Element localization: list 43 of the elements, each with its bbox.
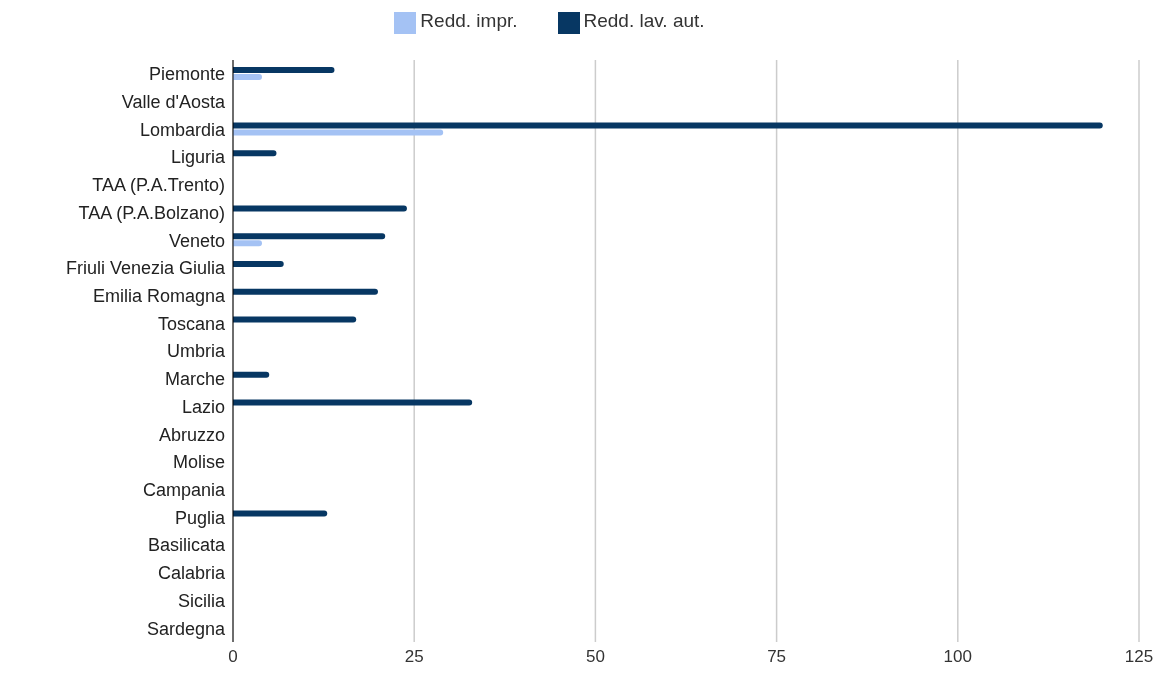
x-tick-label: 75	[767, 647, 787, 667]
bar	[233, 150, 277, 157]
bar	[233, 233, 386, 240]
y-tick-label: Sardegna	[146, 618, 226, 639]
x-tick-label: 0	[228, 647, 238, 667]
bar	[233, 288, 378, 295]
y-tick-label: Veneto	[168, 230, 225, 251]
y-tick-label: Abruzzo	[158, 424, 225, 445]
y-tick-label: Friuli Venezia Giulia	[65, 258, 226, 279]
y-tick-label: Basilicata	[147, 535, 226, 556]
y-tick-label: Liguria	[170, 147, 226, 168]
y-tick-label: Marche	[164, 369, 225, 390]
legend-label: Redd. lav. aut.	[583, 10, 705, 31]
y-tick-label: Toscana	[157, 313, 226, 334]
x-tick-label: 100	[943, 647, 972, 667]
bar	[233, 74, 262, 80]
y-tick-label: Umbria	[166, 341, 226, 362]
y-tick-label: TAA (P.A.Bolzano)	[78, 202, 225, 223]
y-tick-label: Puglia	[174, 507, 226, 528]
y-tick-label: Piemonte	[148, 64, 225, 85]
bar	[233, 371, 270, 378]
bar	[233, 129, 444, 136]
bar	[233, 122, 1103, 129]
x-tick-label: 50	[585, 647, 605, 667]
y-tick-label: Campania	[142, 479, 226, 500]
y-tick-label: Valle d'Aosta	[121, 91, 226, 112]
y-tick-label: Lazio	[181, 396, 225, 417]
y-tick-label: Calabria	[157, 563, 226, 584]
y-tick-label: Lombardia	[139, 119, 226, 140]
x-tick-label: 25	[404, 647, 424, 667]
bar	[233, 240, 262, 247]
x-tick-label: 125	[1124, 647, 1154, 667]
bar	[233, 261, 284, 267]
bar	[233, 205, 407, 212]
y-tick-label: Sicilia	[177, 590, 226, 611]
bar	[233, 316, 357, 323]
y-tick-label: Molise	[172, 452, 225, 473]
bar	[233, 67, 335, 73]
y-tick-label: TAA (P.A.Trento)	[92, 175, 225, 196]
legend-label: Redd. impr.	[420, 10, 518, 31]
y-tick-label: Emilia Romagna	[92, 285, 226, 306]
bar	[233, 399, 473, 406]
bar	[233, 510, 328, 517]
